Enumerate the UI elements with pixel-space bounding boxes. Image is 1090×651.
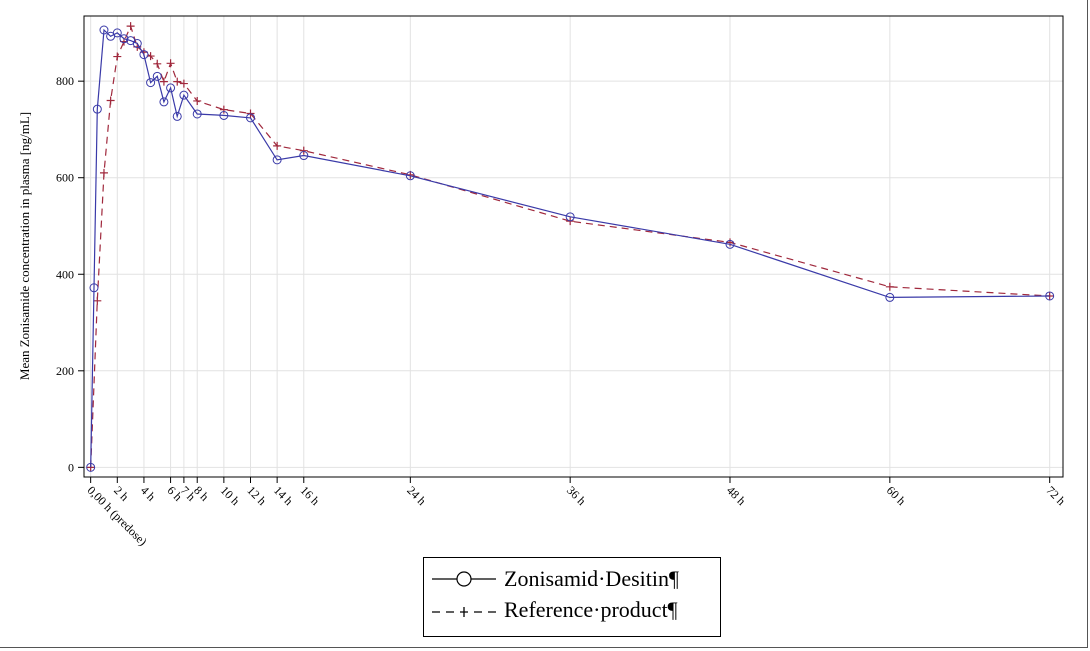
y-tick-label: 800 bbox=[56, 74, 74, 88]
x-tick-label: 16 h bbox=[298, 483, 323, 508]
data-point-zonisamid-desitin bbox=[172, 111, 182, 121]
y-axis-label: Mean Zonisamide concentration in plasma … bbox=[17, 112, 32, 380]
legend: Zonisamid·Desitin¶ Reference·product¶ bbox=[423, 557, 721, 637]
data-point-reference-product bbox=[193, 96, 202, 105]
x-tick-label: 12 h bbox=[244, 483, 269, 508]
grid-lines bbox=[83, 15, 1064, 478]
data-point-reference-product bbox=[726, 238, 735, 247]
data-point-zonisamid-desitin bbox=[112, 28, 122, 38]
data-point-reference-product bbox=[126, 22, 135, 31]
x-tick-label: 4 h bbox=[138, 483, 159, 504]
data-point-zonisamid-desitin bbox=[166, 83, 176, 93]
x-tick-label: 72 h bbox=[1044, 483, 1069, 508]
data-point-reference-product bbox=[219, 105, 228, 114]
legend-item-zonisamid: Zonisamid·Desitin¶ bbox=[432, 564, 679, 594]
data-point-zonisamid-desitin bbox=[405, 171, 415, 181]
plot-area bbox=[83, 15, 1064, 478]
data-point-reference-product bbox=[113, 52, 122, 61]
data-point-zonisamid-desitin bbox=[159, 97, 169, 107]
x-tick-label: 2 h bbox=[111, 483, 132, 504]
data-point-zonisamid-desitin bbox=[179, 90, 189, 100]
data-point-zonisamid-desitin bbox=[132, 39, 142, 49]
data-point-reference-product bbox=[179, 79, 188, 88]
data-point-zonisamid-desitin bbox=[219, 110, 229, 120]
data-point-reference-product bbox=[159, 77, 168, 86]
legend-swatch-plus-dashed bbox=[432, 607, 496, 617]
data-point-zonisamid-desitin bbox=[192, 109, 202, 119]
x-tick-label: 14 h bbox=[271, 483, 296, 508]
data-point-reference-product bbox=[106, 96, 115, 105]
data-point-zonisamid-desitin bbox=[146, 78, 156, 88]
series-line-zonisamid-desitin bbox=[90, 28, 1050, 468]
data-point-zonisamid-desitin bbox=[86, 462, 96, 472]
x-tick-label: 60 h bbox=[884, 483, 909, 508]
data-point-zonisamid-desitin bbox=[152, 71, 162, 81]
data-point-zonisamid-desitin bbox=[139, 50, 149, 60]
data-point-zonisamid-desitin bbox=[885, 292, 895, 302]
y-tick-label: 400 bbox=[56, 267, 74, 281]
data-point-reference-product bbox=[99, 168, 108, 177]
legend-swatch-circle-solid bbox=[432, 571, 496, 587]
x-tick-label: 24 h bbox=[404, 483, 429, 508]
data-point-reference-product bbox=[93, 296, 102, 305]
data-point-zonisamid-desitin bbox=[299, 151, 309, 161]
data-point-zonisamid-desitin bbox=[725, 239, 735, 249]
y-tick-label: 0 bbox=[68, 460, 74, 474]
x-tick-label: 8 h bbox=[191, 483, 212, 504]
x-tick-label: 10 h bbox=[218, 483, 243, 508]
data-point-reference-product bbox=[885, 282, 894, 291]
data-point-reference-product bbox=[299, 146, 308, 155]
series-layer bbox=[86, 22, 1055, 472]
data-point-zonisamid-desitin bbox=[565, 212, 575, 222]
x-tick-label: 48 h bbox=[724, 483, 749, 508]
data-point-reference-product bbox=[153, 59, 162, 68]
x-tick-label: 36 h bbox=[564, 483, 589, 508]
y-tick-label: 600 bbox=[56, 171, 74, 185]
data-point-reference-product bbox=[173, 77, 182, 86]
data-point-reference-product bbox=[166, 59, 175, 68]
legend-item-reference: Reference·product¶ bbox=[432, 595, 678, 625]
legend-label-reference: Reference·product¶ bbox=[504, 597, 678, 622]
y-axis: 0 200 400 600 800 bbox=[56, 74, 84, 474]
data-point-zonisamid-desitin bbox=[119, 34, 129, 44]
data-point-zonisamid-desitin bbox=[272, 155, 282, 165]
data-point-zonisamid-desitin bbox=[1045, 291, 1055, 301]
data-point-zonisamid-desitin bbox=[99, 25, 109, 35]
data-point-zonisamid-desitin bbox=[245, 113, 255, 123]
data-point-zonisamid-desitin bbox=[89, 283, 99, 293]
data-point-reference-product bbox=[273, 141, 282, 150]
data-point-zonisamid-desitin bbox=[92, 104, 102, 114]
y-tick-label: 200 bbox=[56, 364, 74, 378]
legend-label-zonisamid: Zonisamid·Desitin¶ bbox=[504, 566, 679, 591]
plot-border bbox=[83, 15, 1064, 478]
